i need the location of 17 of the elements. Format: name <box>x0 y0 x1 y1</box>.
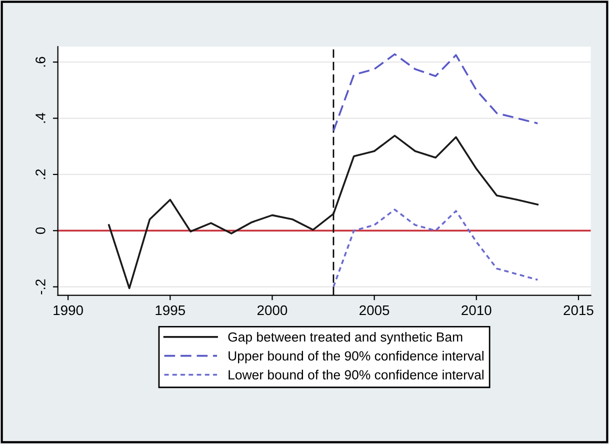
y-tick-label: -.2 <box>36 279 46 294</box>
x-tick-label: 2015 <box>564 305 594 316</box>
x-tick-label: 2005 <box>360 305 390 316</box>
x-tick-label: 1995 <box>156 305 186 316</box>
legend-label: Upper bound of the 90% confidence interval <box>228 350 484 364</box>
line-series <box>332 53 539 132</box>
legend-label: Lower bound of the 90% confidence interval <box>228 370 484 380</box>
x-tick-label: 2010 <box>462 305 492 316</box>
line-series <box>332 208 539 288</box>
y-tick-label: 0 <box>36 227 46 234</box>
y-tick-label: .2 <box>36 169 46 179</box>
y-tick-label: .6 <box>36 56 46 67</box>
line-series <box>108 134 539 290</box>
legend-label: Gap between treated and synthetic Bam <box>228 332 462 344</box>
y-tick-label: .4 <box>36 112 46 123</box>
x-tick-label: 2000 <box>257 305 288 316</box>
x-tick-label: 1990 <box>54 305 83 316</box>
